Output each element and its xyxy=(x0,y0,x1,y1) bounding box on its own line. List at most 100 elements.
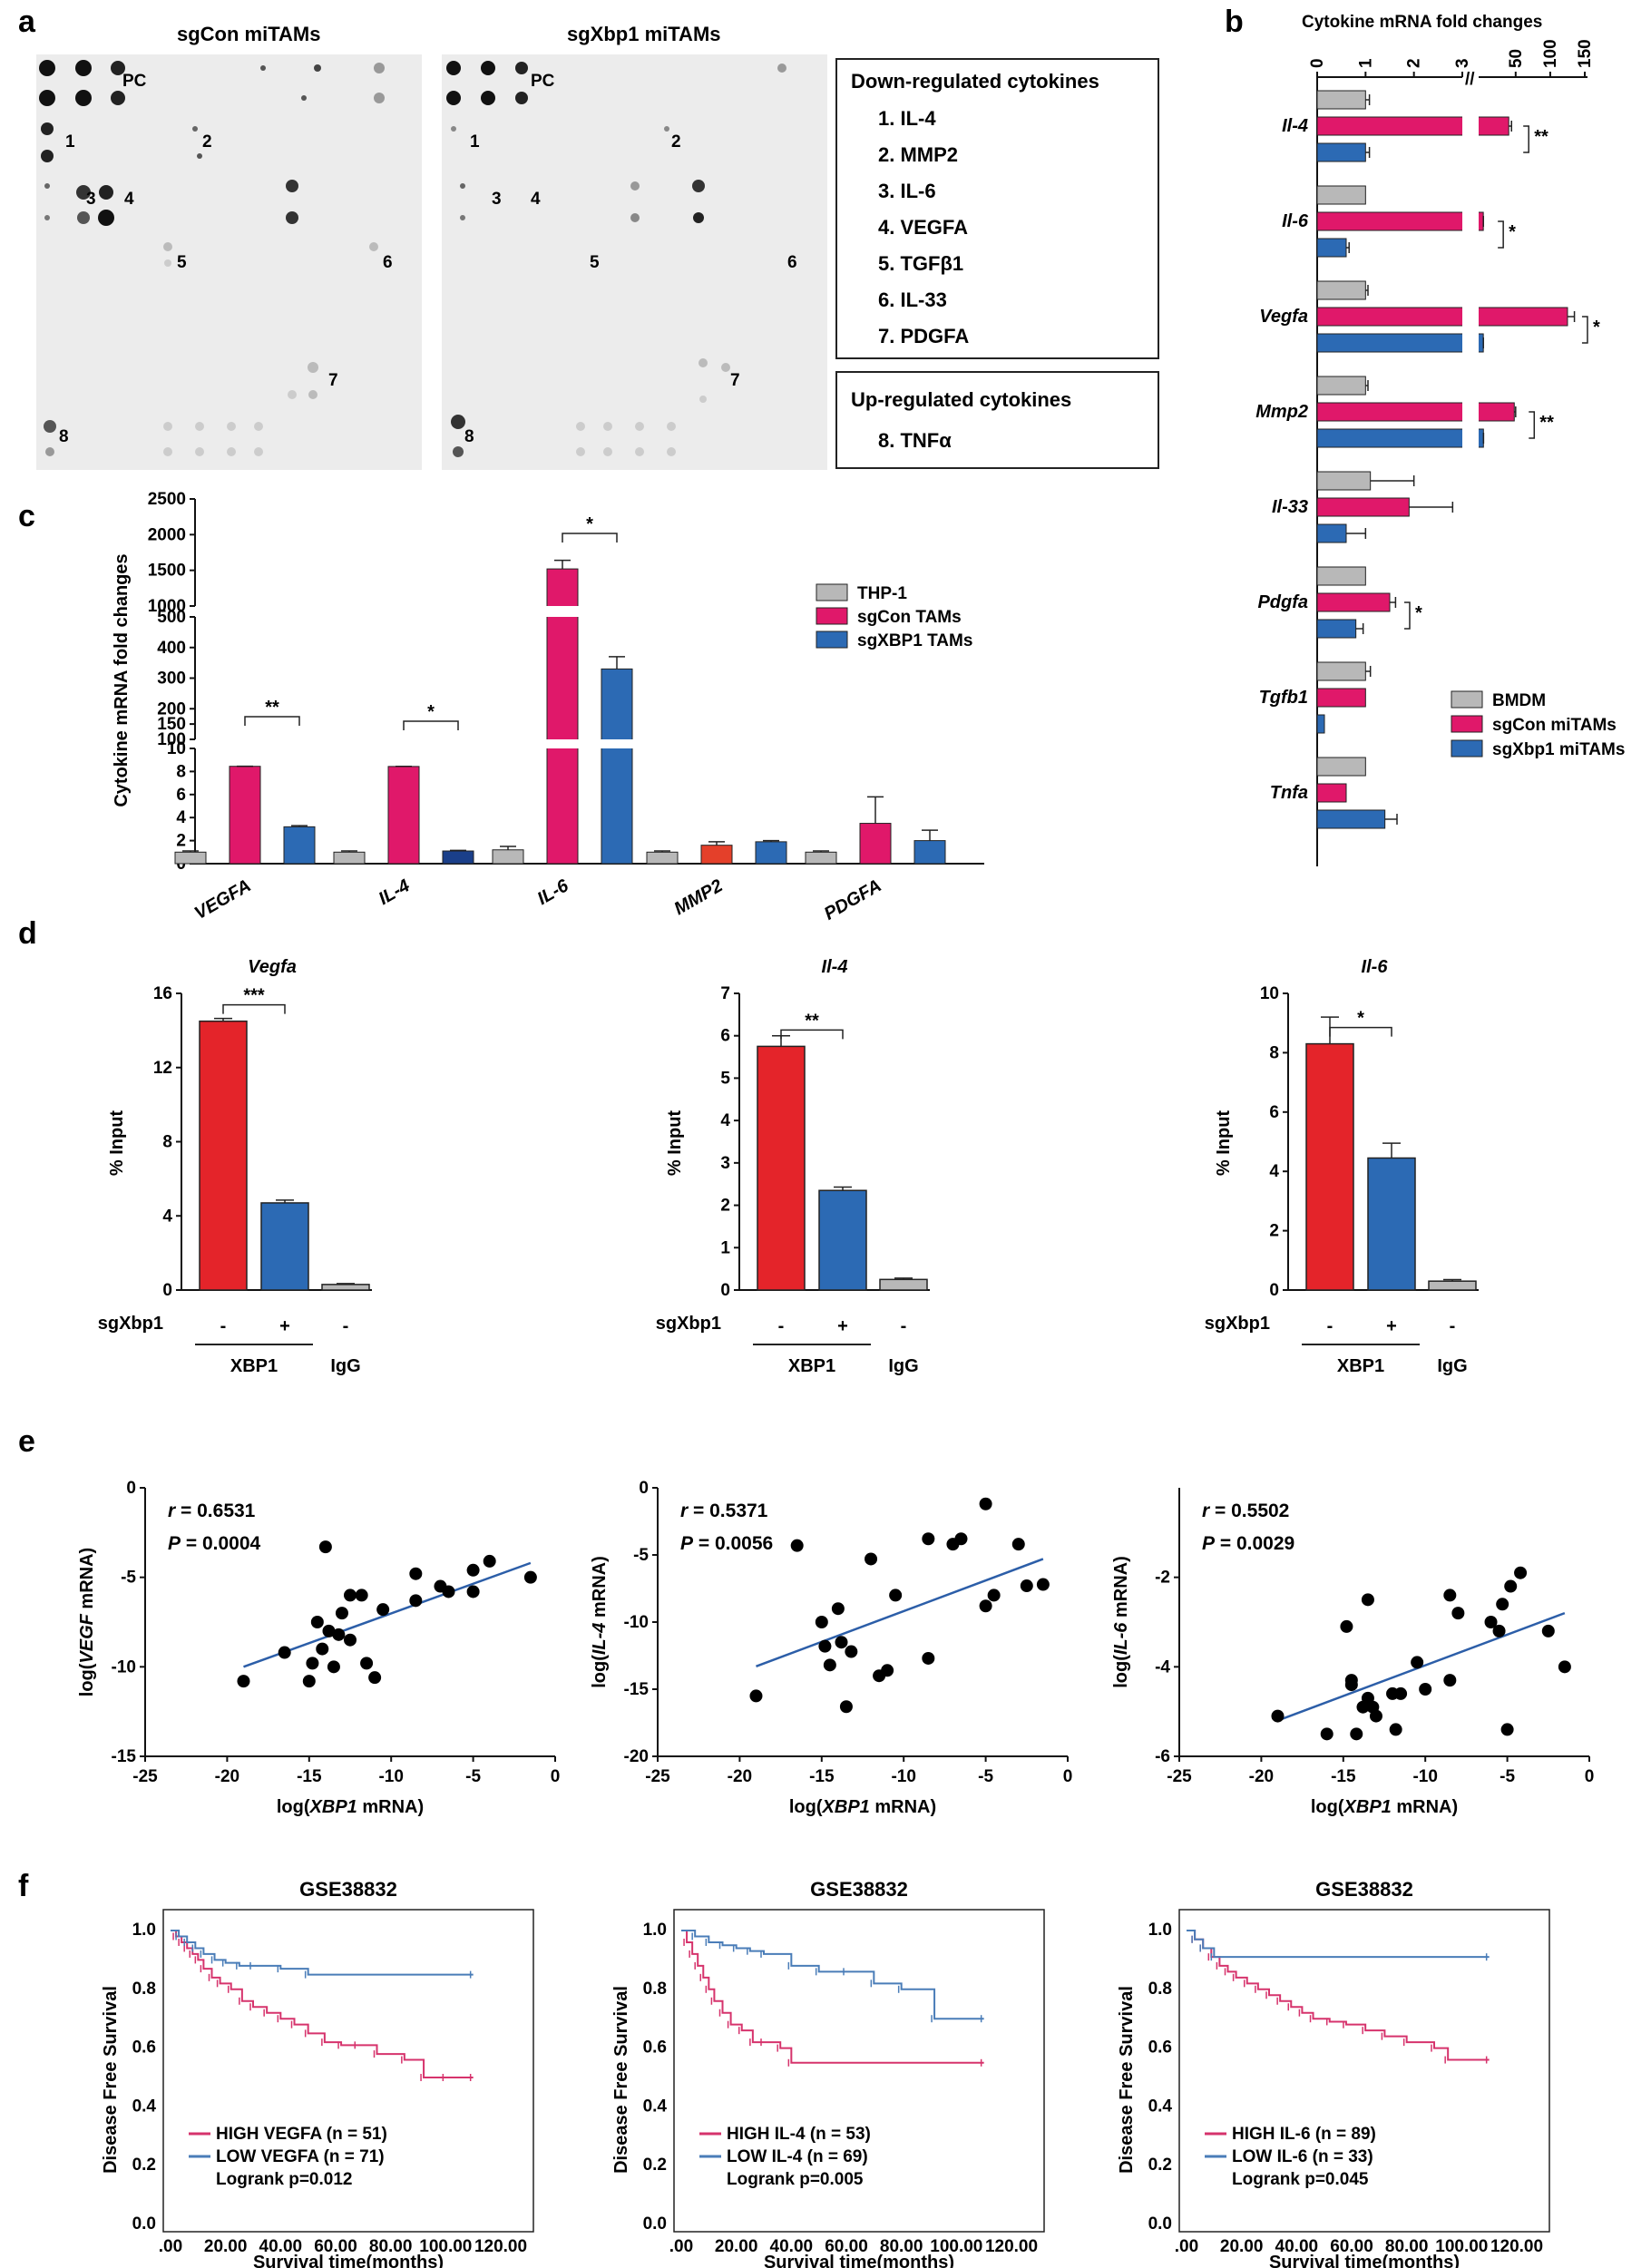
up-item-1: 8. TNFα xyxy=(878,429,952,452)
y-axis-label: Disease Free Survival xyxy=(101,1986,121,2174)
x-tick-label: 150 xyxy=(1576,39,1595,68)
bar xyxy=(1316,116,1509,136)
bar xyxy=(1316,809,1386,829)
data-point xyxy=(322,1624,336,1637)
group-label: XBP1 xyxy=(788,1356,835,1376)
legend-swatch xyxy=(1451,715,1483,733)
x-tick-label: -20 xyxy=(728,1767,752,1786)
array-title-sgcon: sgCon miTAMs xyxy=(177,23,320,45)
legend-label: LOW IL-6 (n = 33) xyxy=(1232,2147,1373,2166)
data-point xyxy=(1492,1624,1506,1637)
y-tick-label: 12 xyxy=(153,1059,172,1078)
x-tick-label: -25 xyxy=(645,1767,670,1786)
data-point xyxy=(1541,1624,1555,1637)
y-tick-label: 6 xyxy=(1269,1103,1279,1122)
data-point xyxy=(1394,1686,1408,1700)
legend-label: HIGH IL-6 (n = 89) xyxy=(1232,2125,1376,2144)
y-tick-label: 0.6 xyxy=(1148,2038,1172,2058)
chart-title: Il-4 xyxy=(822,957,848,977)
panel-d-vegfa-chart: Vegfa 0 4 8 12 16 % Input - + - *** sgXbp1 XBP1 IgG xyxy=(98,957,372,1376)
significance-bracket xyxy=(222,1003,286,1014)
x-tick-label: 120.00 xyxy=(1490,2237,1543,2256)
data-point xyxy=(835,1636,848,1649)
significance-label: ** xyxy=(805,1011,819,1031)
y-tick-label: 1000 xyxy=(148,597,186,616)
array-spot xyxy=(41,150,54,162)
legend-label: HIGH VEGFA (n = 51) xyxy=(216,2125,387,2144)
bar xyxy=(229,766,261,865)
x-tick-label: 60.00 xyxy=(1330,2237,1373,2256)
bar xyxy=(1316,688,1366,708)
data-point xyxy=(1558,1660,1571,1674)
array-marker-1: 1 xyxy=(470,132,480,152)
data-point xyxy=(881,1664,894,1677)
array-spot xyxy=(481,91,495,105)
sgxbp1-sign: - xyxy=(220,1316,227,1336)
down-item-6: 6. IL-33 xyxy=(878,288,947,311)
x-tick-label: 2 xyxy=(1405,58,1424,68)
data-point xyxy=(1344,1678,1358,1692)
y-tick-label: 10 xyxy=(167,739,186,758)
array-spot xyxy=(76,185,91,200)
data-point xyxy=(1389,1723,1402,1736)
x-tick-label: -10 xyxy=(1412,1767,1437,1786)
x-tick-label: .00 xyxy=(1175,2237,1198,2256)
y-tick-label: 1.0 xyxy=(1148,1921,1172,1940)
array-spot xyxy=(163,447,172,456)
array-spot xyxy=(630,181,640,191)
x-tick-label: -20 xyxy=(1249,1767,1274,1786)
array-marker-8: 8 xyxy=(464,427,474,446)
down-item-4: 4. VEGFA xyxy=(878,216,968,239)
array-spot xyxy=(576,447,585,456)
significance-bracket xyxy=(562,533,618,543)
category-label: VEGFA xyxy=(191,875,255,924)
legend-label: HIGH IL-4 (n = 53) xyxy=(727,2125,871,2144)
array-spot xyxy=(75,60,92,76)
p-value: P = 0.0056 xyxy=(680,1533,773,1554)
category-label: IL-6 xyxy=(534,875,573,909)
r-value: r = 0.5502 xyxy=(1202,1501,1289,1521)
significance-bracket xyxy=(1329,1026,1392,1037)
data-point xyxy=(355,1589,368,1602)
y-tick-label: 0.8 xyxy=(643,1980,667,1999)
data-point xyxy=(1340,1619,1353,1633)
array-spot xyxy=(77,211,90,224)
bar xyxy=(755,841,787,865)
array-spot xyxy=(44,215,50,220)
bar xyxy=(333,851,366,865)
x-tick-label: 0 xyxy=(1063,1767,1073,1786)
significance-bracket xyxy=(1581,316,1588,344)
array-spot xyxy=(98,210,114,226)
survival-curve xyxy=(171,1930,474,2078)
up-regulated-box xyxy=(835,371,1159,469)
x-tick-label: 100.00 xyxy=(1435,2237,1488,2256)
y-tick-label: 0.6 xyxy=(132,2038,156,2058)
array-marker-5: 5 xyxy=(177,253,187,272)
y-label-pre: log( xyxy=(77,1663,97,1696)
y-tick-label: 200 xyxy=(157,699,186,719)
array-spot xyxy=(698,358,708,367)
bar xyxy=(321,1284,370,1291)
bar xyxy=(1316,211,1484,231)
sgxbp1-sign: - xyxy=(901,1316,907,1336)
y-tick-label: 0.2 xyxy=(1148,2156,1172,2175)
array-spot xyxy=(721,363,730,372)
y-label-gene: IL-4 xyxy=(590,1623,610,1656)
down-item-7: 7. PDGFA xyxy=(878,325,969,347)
p-number: = 0.0029 xyxy=(1215,1533,1294,1554)
array-spot xyxy=(667,422,676,431)
data-point xyxy=(1361,1593,1374,1607)
y-axis-label: Cytokine mRNA fold changes xyxy=(112,553,132,807)
axis-break-mark: // xyxy=(1465,70,1475,89)
data-point xyxy=(466,1563,480,1577)
array-spot xyxy=(635,422,644,431)
chart-title: GSE38832 xyxy=(810,1878,908,1901)
y-label-pre: log( xyxy=(1111,1655,1131,1688)
panel-a: sgCon miTAMs sgXbp1 miTAMs PC 1 2 3 4 5 … xyxy=(36,23,1159,470)
row-label: sgXbp1 xyxy=(656,1314,721,1334)
significance-label: * xyxy=(586,514,593,534)
p-symbol: P xyxy=(168,1533,181,1554)
bar xyxy=(1316,185,1366,205)
significance-label: ** xyxy=(265,698,279,718)
